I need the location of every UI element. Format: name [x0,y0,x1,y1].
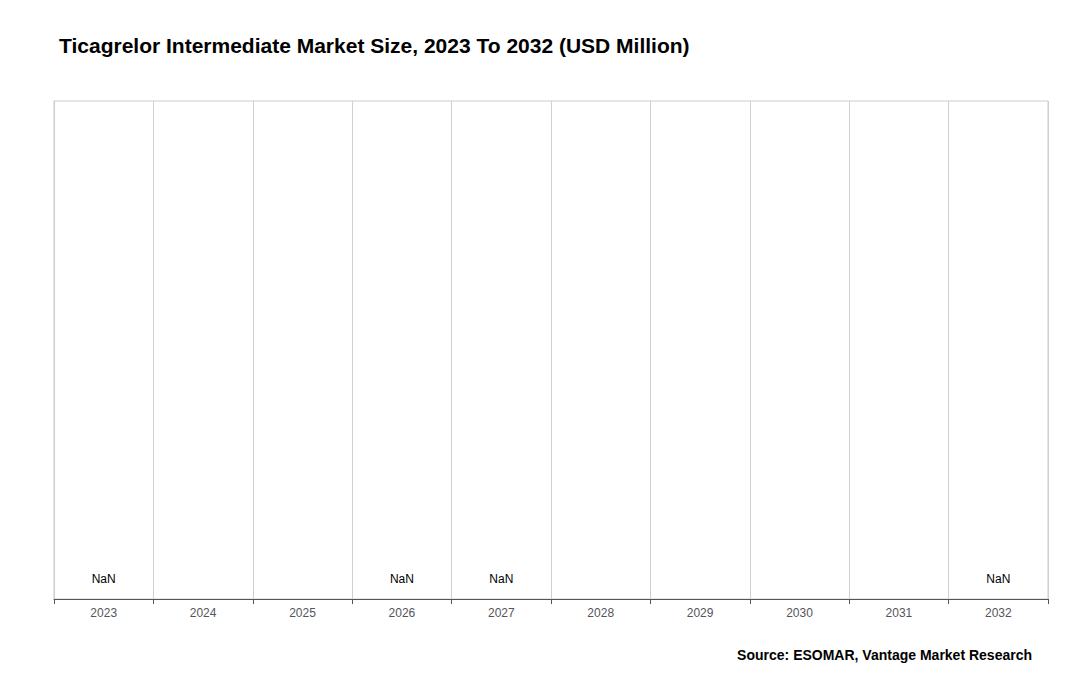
svg-text:NaN: NaN [489,572,513,586]
svg-text:2027: 2027 [488,606,515,620]
svg-text:Ticagrelor Intermediate Market: Ticagrelor Intermediate Market Size, 202… [59,34,690,57]
svg-text:2029: 2029 [687,606,714,620]
svg-text:2025: 2025 [289,606,316,620]
svg-text:2031: 2031 [886,606,913,620]
svg-text:NaN: NaN [390,572,414,586]
svg-text:NaN: NaN [92,572,116,586]
svg-text:2030: 2030 [786,606,813,620]
svg-text:2032: 2032 [985,606,1012,620]
svg-text:2023: 2023 [90,606,117,620]
svg-text:2028: 2028 [587,606,614,620]
svg-text:Source: ESOMAR, Vantage Market: Source: ESOMAR, Vantage Market Research [737,647,1032,663]
svg-text:2024: 2024 [190,606,217,620]
svg-text:NaN: NaN [986,572,1010,586]
svg-text:2026: 2026 [389,606,416,620]
